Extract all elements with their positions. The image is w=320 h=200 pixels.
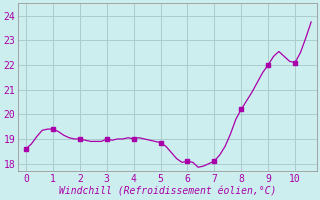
X-axis label: Windchill (Refroidissement éolien,°C): Windchill (Refroidissement éolien,°C) [59,187,276,197]
